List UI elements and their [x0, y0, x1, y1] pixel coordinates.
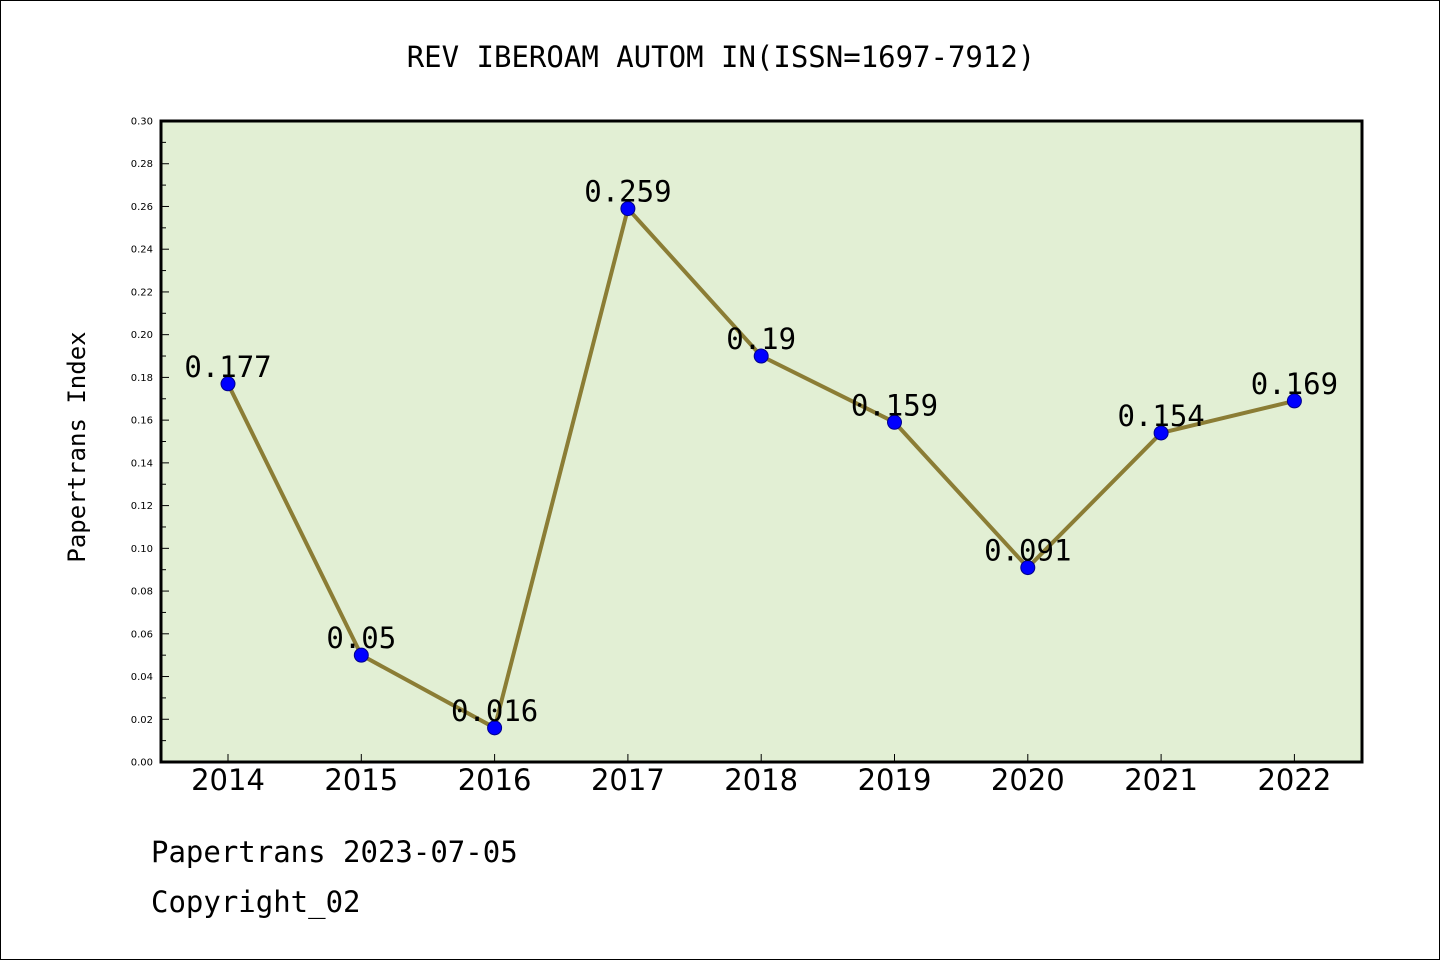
x-tick-label: 2017 — [591, 763, 665, 797]
data-point-marker — [753, 348, 769, 364]
x-tick-label: 2020 — [991, 763, 1065, 797]
data-label-layer: 0.177 0.05 0.016 0.259 0.19 0.159 0.091 0.154 0.… — [184, 175, 1338, 728]
y-tick-label: 0.08 — [131, 587, 153, 598]
footer-date-text: Papertrans 2023-07-05 — [151, 835, 518, 869]
x-tick-label: 2015 — [324, 763, 398, 797]
data-label: 0.05 — [326, 621, 396, 655]
y-tick-label: 0.10 — [131, 544, 153, 555]
y-tick-label: 0.30 — [131, 117, 153, 128]
y-axis-label: Papertrans Index — [63, 331, 91, 562]
y-tick-label: 0.18 — [131, 373, 153, 384]
data-label: 0.154 — [1117, 399, 1204, 433]
plot-area — [159, 119, 1364, 764]
x-tick-label: 2018 — [724, 763, 798, 797]
data-label: 0.091 — [984, 534, 1071, 568]
y-tick-label: 0.28 — [131, 159, 153, 170]
data-label: 0.19 — [726, 322, 796, 356]
data-label: 0.159 — [851, 388, 938, 422]
x-axis-ticks: 2014 2015 2016 2017 2018 2019 2020 2021 2022 — [191, 754, 1331, 797]
y-tick-label: 0.12 — [131, 501, 153, 512]
y-tick-label: 0.06 — [131, 629, 153, 640]
y-tick-label: 0.02 — [131, 715, 153, 726]
data-label: 0.016 — [451, 694, 538, 728]
data-point-marker — [487, 720, 503, 736]
data-label: 0.177 — [184, 350, 271, 384]
y-tick-label: 0.04 — [131, 672, 153, 683]
y-tick-label: 0.24 — [131, 245, 153, 256]
x-tick-label: 2021 — [1124, 763, 1198, 797]
data-point-marker — [353, 647, 369, 663]
chart-title: REV IBEROAM AUTOM IN(ISSN=1697-7912) — [407, 40, 1036, 74]
y-tick-label: 0.26 — [131, 202, 153, 213]
y-tick-label: 0.20 — [131, 330, 153, 341]
data-point-marker — [1286, 393, 1302, 409]
y-axis-ticks: 0.00 0.02 0.04 0.06 0.08 0.10 0.12 0.14 0.16 0.18… — [131, 117, 169, 769]
data-label: 0.259 — [584, 175, 671, 209]
data-label: 0.169 — [1251, 367, 1338, 401]
series-layer — [220, 201, 1302, 736]
y-tick-label: 0.14 — [131, 458, 153, 469]
data-point-marker — [220, 376, 236, 392]
footer-copyright-text: Copyright_02 — [151, 885, 361, 919]
y-tick-label: 0.16 — [131, 416, 153, 427]
x-tick-label: 2014 — [191, 763, 265, 797]
x-tick-label: 2022 — [1257, 763, 1331, 797]
data-point-marker — [620, 201, 636, 217]
x-tick-label: 2019 — [858, 763, 932, 797]
data-point-marker — [887, 414, 902, 430]
data-point-marker — [1153, 425, 1169, 441]
y-tick-label: 0.22 — [131, 287, 153, 298]
data-point-marker — [1020, 560, 1036, 576]
x-tick-label: 2016 — [458, 763, 532, 797]
y-tick-label: 0.00 — [131, 758, 153, 769]
